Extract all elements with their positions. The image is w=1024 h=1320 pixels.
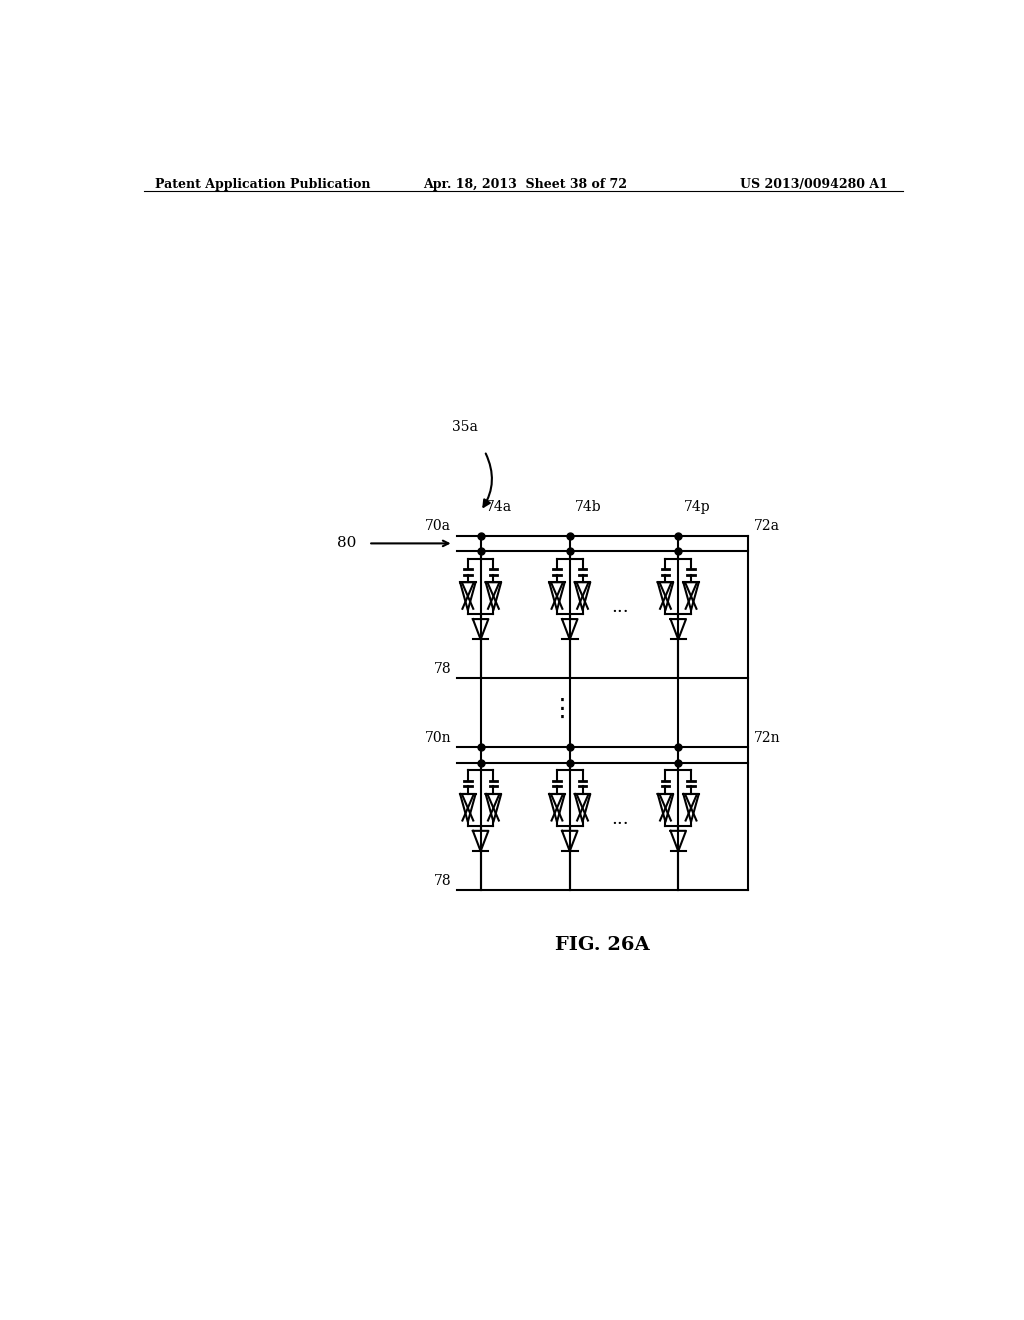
Text: 78: 78 — [433, 874, 452, 887]
Text: 35a: 35a — [452, 420, 478, 434]
Text: 72a: 72a — [755, 519, 780, 533]
Text: ...: ... — [611, 598, 629, 616]
Text: 72n: 72n — [755, 731, 781, 744]
Text: 74b: 74b — [575, 500, 602, 515]
FancyArrowPatch shape — [483, 454, 492, 507]
Text: 80: 80 — [337, 536, 356, 550]
Text: FIG. 26A: FIG. 26A — [555, 936, 649, 954]
Text: 74a: 74a — [486, 500, 512, 515]
Text: Patent Application Publication: Patent Application Publication — [155, 178, 371, 190]
Text: 70a: 70a — [425, 519, 452, 533]
Text: Apr. 18, 2013  Sheet 38 of 72: Apr. 18, 2013 Sheet 38 of 72 — [423, 178, 627, 190]
Text: ⋮: ⋮ — [550, 697, 574, 721]
Text: ...: ... — [611, 809, 629, 828]
Text: 74p: 74p — [684, 500, 711, 515]
Text: 78: 78 — [433, 661, 452, 676]
Text: US 2013/0094280 A1: US 2013/0094280 A1 — [739, 178, 888, 190]
Text: 70n: 70n — [425, 731, 452, 744]
